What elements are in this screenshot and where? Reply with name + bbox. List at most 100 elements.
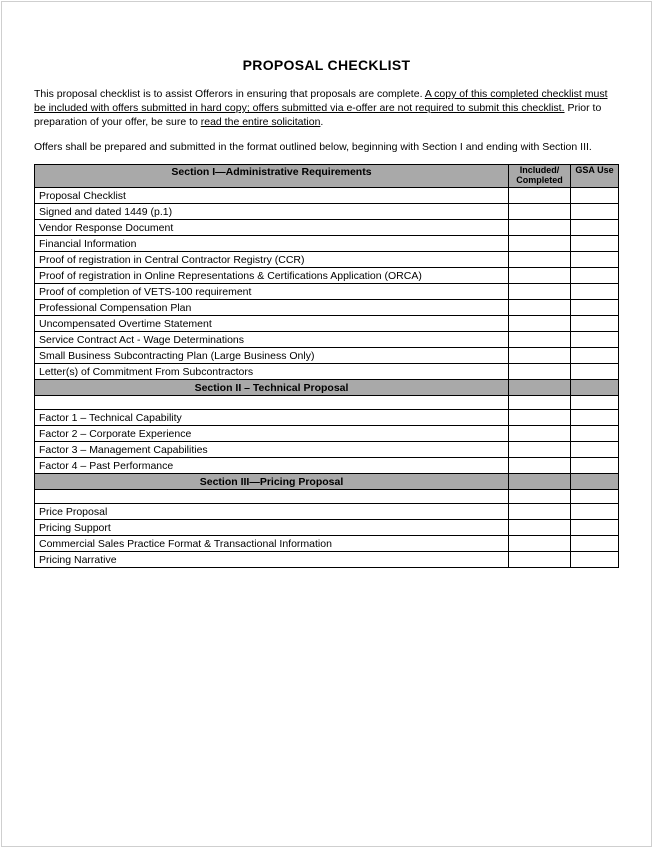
- checklist-included-cell[interactable]: [509, 536, 571, 552]
- checklist-row: Proof of completion of VETS-100 requirem…: [35, 284, 619, 300]
- checklist-item-label: Proof of registration in Online Represen…: [35, 268, 509, 284]
- section-header-row: Section II – Technical Proposal: [35, 380, 619, 396]
- checklist-row: Signed and dated 1449 (p.1): [35, 204, 619, 220]
- checklist-gsa-cell[interactable]: [571, 504, 619, 520]
- checklist-item-label: Service Contract Act - Wage Determinatio…: [35, 332, 509, 348]
- checklist-item-label: Factor 3 – Management Capabilities: [35, 442, 509, 458]
- checklist-row: Letter(s) of Commitment From Subcontract…: [35, 364, 619, 380]
- checklist-item-label: Proof of completion of VETS-100 requirem…: [35, 284, 509, 300]
- checklist-gsa-cell[interactable]: [571, 220, 619, 236]
- checklist-gsa-cell[interactable]: [571, 410, 619, 426]
- checklist-included-cell[interactable]: [509, 236, 571, 252]
- checklist-row: Proposal Checklist: [35, 188, 619, 204]
- blank-cell: [571, 490, 619, 504]
- checklist-row: Commercial Sales Practice Format & Trans…: [35, 536, 619, 552]
- checklist-row: Factor 1 – Technical Capability: [35, 410, 619, 426]
- checklist-row: Factor 2 – Corporate Experience: [35, 426, 619, 442]
- checklist-row: Uncompensated Overtime Statement: [35, 316, 619, 332]
- section-header-cell-included: [509, 380, 571, 396]
- checklist-included-cell[interactable]: [509, 504, 571, 520]
- checklist-gsa-cell[interactable]: [571, 536, 619, 552]
- checklist-gsa-cell[interactable]: [571, 442, 619, 458]
- checklist-included-cell[interactable]: [509, 442, 571, 458]
- section-header-cell-gsa: [571, 474, 619, 490]
- checklist-item-label: Price Proposal: [35, 504, 509, 520]
- section-heading: Section III—Pricing Proposal: [35, 474, 509, 490]
- blank-row: [35, 490, 619, 504]
- checklist-included-cell[interactable]: [509, 252, 571, 268]
- checklist-row: Small Business Subcontracting Plan (Larg…: [35, 348, 619, 364]
- blank-cell: [35, 490, 509, 504]
- checklist-gsa-cell[interactable]: [571, 268, 619, 284]
- checklist-gsa-cell[interactable]: [571, 236, 619, 252]
- checklist-item-label: Small Business Subcontracting Plan (Larg…: [35, 348, 509, 364]
- checklist-item-label: Uncompensated Overtime Statement: [35, 316, 509, 332]
- section-heading: Section I—Administrative Requirements: [35, 164, 509, 188]
- checklist-included-cell[interactable]: [509, 520, 571, 536]
- checklist-included-cell[interactable]: [509, 410, 571, 426]
- page-frame: PROPOSAL CHECKLIST This proposal checkli…: [1, 1, 652, 847]
- section-header-cell-gsa: [571, 380, 619, 396]
- checklist-included-cell[interactable]: [509, 426, 571, 442]
- checklist-included-cell[interactable]: [509, 316, 571, 332]
- checklist-included-cell[interactable]: [509, 204, 571, 220]
- intro-underline-2: read the entire solicitation: [201, 116, 321, 128]
- checklist-row: Proof of registration in Central Contrac…: [35, 252, 619, 268]
- checklist-included-cell[interactable]: [509, 268, 571, 284]
- checklist-gsa-cell[interactable]: [571, 364, 619, 380]
- checklist-included-cell[interactable]: [509, 300, 571, 316]
- checklist-row: Service Contract Act - Wage Determinatio…: [35, 332, 619, 348]
- checklist-gsa-cell[interactable]: [571, 252, 619, 268]
- checklist-gsa-cell[interactable]: [571, 188, 619, 204]
- checklist-table: Section I—Administrative RequirementsInc…: [34, 164, 619, 569]
- checklist-included-cell[interactable]: [509, 284, 571, 300]
- checklist-row: Factor 3 – Management Capabilities: [35, 442, 619, 458]
- checklist-included-cell[interactable]: [509, 458, 571, 474]
- checklist-item-label: Signed and dated 1449 (p.1): [35, 204, 509, 220]
- intro-text-3: .: [320, 116, 323, 128]
- checklist-gsa-cell[interactable]: [571, 348, 619, 364]
- document-title: PROPOSAL CHECKLIST: [34, 57, 619, 73]
- checklist-item-label: Professional Compensation Plan: [35, 300, 509, 316]
- checklist-gsa-cell[interactable]: [571, 552, 619, 568]
- section-heading: Section II – Technical Proposal: [35, 380, 509, 396]
- blank-cell: [35, 396, 509, 410]
- checklist-gsa-cell[interactable]: [571, 300, 619, 316]
- checklist-gsa-cell[interactable]: [571, 316, 619, 332]
- checklist-item-label: Letter(s) of Commitment From Subcontract…: [35, 364, 509, 380]
- intro-paragraph-1: This proposal checklist is to assist Off…: [34, 87, 619, 130]
- checklist-item-label: Proof of registration in Central Contrac…: [35, 252, 509, 268]
- checklist-included-cell[interactable]: [509, 332, 571, 348]
- checklist-included-cell[interactable]: [509, 220, 571, 236]
- checklist-item-label: Commercial Sales Practice Format & Trans…: [35, 536, 509, 552]
- checklist-item-label: Pricing Support: [35, 520, 509, 536]
- checklist-row: Proof of registration in Online Represen…: [35, 268, 619, 284]
- checklist-included-cell[interactable]: [509, 552, 571, 568]
- intro-paragraph-2: Offers shall be prepared and submitted i…: [34, 140, 619, 154]
- checklist-item-label: Financial Information: [35, 236, 509, 252]
- checklist-item-label: Vendor Response Document: [35, 220, 509, 236]
- blank-row: [35, 396, 619, 410]
- checklist-item-label: Factor 1 – Technical Capability: [35, 410, 509, 426]
- checklist-gsa-cell[interactable]: [571, 332, 619, 348]
- blank-cell: [509, 490, 571, 504]
- section-header-cell-included: [509, 474, 571, 490]
- checklist-row: Factor 4 – Past Performance: [35, 458, 619, 474]
- checklist-row: Pricing Narrative: [35, 552, 619, 568]
- checklist-gsa-cell[interactable]: [571, 458, 619, 474]
- checklist-gsa-cell[interactable]: [571, 520, 619, 536]
- checklist-included-cell[interactable]: [509, 188, 571, 204]
- checklist-item-label: Pricing Narrative: [35, 552, 509, 568]
- intro-text-1: This proposal checklist is to assist Off…: [34, 88, 425, 100]
- blank-cell: [571, 396, 619, 410]
- checklist-included-cell[interactable]: [509, 364, 571, 380]
- checklist-item-label: Proposal Checklist: [35, 188, 509, 204]
- checklist-item-label: Factor 4 – Past Performance: [35, 458, 509, 474]
- checklist-included-cell[interactable]: [509, 348, 571, 364]
- checklist-gsa-cell[interactable]: [571, 426, 619, 442]
- checklist-gsa-cell[interactable]: [571, 284, 619, 300]
- checklist-gsa-cell[interactable]: [571, 204, 619, 220]
- col-header-included: Included/ Completed: [509, 164, 571, 188]
- checklist-row: Financial Information: [35, 236, 619, 252]
- checklist-row: Vendor Response Document: [35, 220, 619, 236]
